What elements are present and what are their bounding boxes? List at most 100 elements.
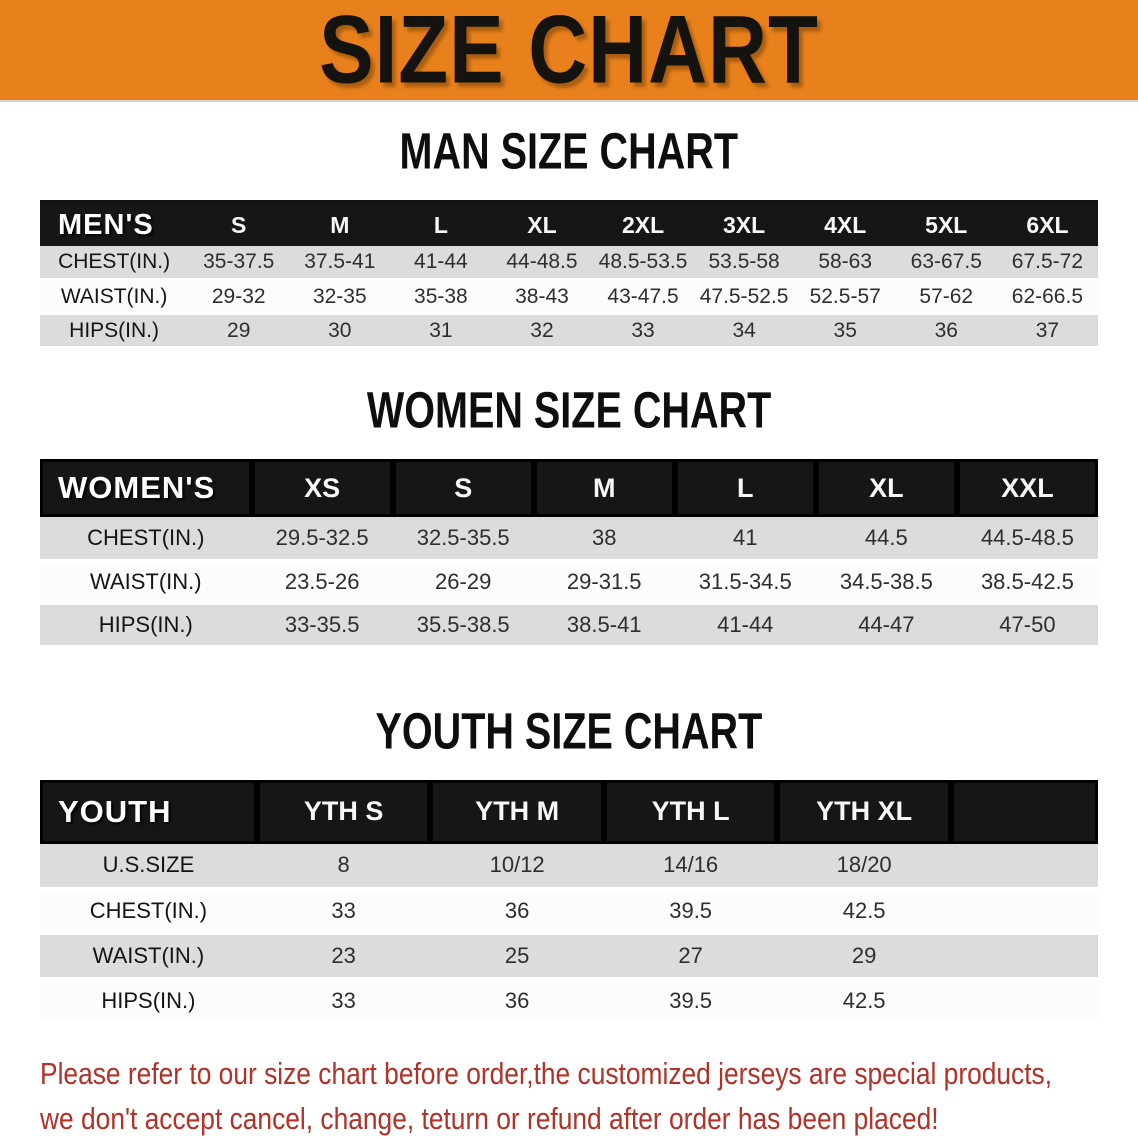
column-header: 6XL (996, 201, 1098, 246)
size-value: 33 (256, 978, 431, 1025)
row-label: CHEST(IN.) (40, 517, 252, 562)
table-row: WAIST(IN.) 23.5-26 26-29 29-31.5 31.5-34.5 34… (40, 560, 1098, 605)
table-row: HIPS(IN.) 29 30 31 32 33 34 35 36 37 (40, 313, 1098, 349)
size-value: 44.5-48.5 (956, 517, 1098, 562)
table-group-label: YOUTH (40, 779, 257, 844)
header-row: YOUTH YTH S YTH M YTH L YTH XL (40, 779, 1098, 844)
size-value: 43-47.5 (592, 279, 694, 315)
row-label: HIPS(IN.) (40, 978, 257, 1025)
column-header: L (390, 201, 492, 246)
size-value: 29-31.5 (533, 560, 675, 605)
row-label: HIPS(IN.) (40, 313, 189, 349)
size-value: 33-35.5 (251, 603, 393, 648)
man-section-heading-text: MAN SIZE CHART (399, 122, 739, 180)
youth-section-heading: YOUTH SIZE CHART (0, 701, 1138, 760)
size-value: 25 (430, 933, 604, 980)
column-header: YTH L (603, 779, 778, 844)
men-size-table: MEN'S S M L XL 2XL 3XL 4XL 5XL 6XL CHEST(IN.) 35-37… (40, 200, 1098, 349)
row-label: WAIST(IN.) (40, 560, 252, 605)
size-value: 35-37.5 (188, 245, 290, 281)
column-header: YTH S (256, 779, 431, 844)
table-row: HIPS(IN.) 33 36 39.5 42.5 (40, 978, 1098, 1025)
column-header: 4XL (794, 201, 896, 246)
column-header: XS (251, 459, 393, 517)
table-row: WAIST(IN.) 23 25 27 29 (40, 933, 1098, 980)
column-header: S (188, 201, 290, 246)
size-value: 67.5-72 (996, 245, 1098, 281)
column-header: S (392, 459, 534, 517)
size-value: 47.5-52.5 (693, 279, 795, 315)
size-value: 47-50 (956, 603, 1098, 648)
table-group-label: WOMEN'S (40, 459, 252, 517)
youth-section-heading-text: YOUTH SIZE CHART (375, 701, 763, 760)
size-value: 30 (289, 313, 391, 349)
size-value: 14/16 (603, 843, 778, 890)
disclaimer-line-1: Please refer to our size chart before or… (40, 1056, 1053, 1091)
table-row: CHEST(IN.) 35-37.5 37.5-41 41-44 44-48.5 48.5… (40, 245, 1098, 281)
size-value: 42.5 (777, 888, 951, 935)
filler-cell (950, 978, 1098, 1025)
header-row: MEN'S S M L XL 2XL 3XL 4XL 5XL 6XL (40, 201, 1098, 246)
row-label: WAIST(IN.) (40, 279, 189, 315)
column-header: 3XL (693, 201, 795, 246)
row-label: HIPS(IN.) (40, 603, 252, 648)
column-header: YTH XL (777, 779, 951, 844)
size-value: 62-66.5 (996, 279, 1098, 315)
size-value: 53.5-58 (693, 245, 795, 281)
column-header: 5XL (895, 201, 997, 246)
table-row: WAIST(IN.) 29-32 32-35 35-38 38-43 43-47.5 47.… (40, 279, 1098, 315)
size-value: 37 (996, 313, 1098, 349)
man-section-heading: MAN SIZE CHART (0, 122, 1138, 180)
size-value: 57-62 (895, 279, 997, 315)
women-section-heading-text: WOMEN SIZE CHART (366, 381, 772, 439)
row-label: CHEST(IN.) (40, 888, 257, 935)
column-header: 2XL (592, 201, 694, 246)
size-value: 32-35 (289, 279, 391, 315)
women-section-heading: WOMEN SIZE CHART (0, 381, 1138, 439)
size-value: 36 (430, 978, 604, 1025)
size-value: 29.5-32.5 (251, 517, 393, 562)
size-value: 10/12 (430, 843, 604, 890)
column-header: XL (815, 459, 957, 517)
size-value: 42.5 (777, 978, 951, 1025)
youth-size-table: YOUTH YTH S YTH M YTH L YTH XL U.S.SIZE 8 10/12… (40, 779, 1098, 1025)
size-value: 32.5-35.5 (392, 517, 534, 562)
size-value: 37.5-41 (289, 245, 391, 281)
size-value: 23 (256, 933, 431, 980)
size-value: 58-63 (794, 245, 896, 281)
size-value: 41-44 (390, 245, 492, 281)
size-value: 36 (430, 888, 604, 935)
row-label: CHEST(IN.) (40, 245, 189, 281)
size-value: 34 (693, 313, 795, 349)
table-row: HIPS(IN.) 33-35.5 35.5-38.5 38.5-41 41-44 44-… (40, 603, 1098, 648)
size-value: 39.5 (603, 888, 778, 935)
filler-cell (950, 888, 1098, 935)
size-value: 41 (674, 517, 816, 562)
size-value: 38.5-42.5 (956, 560, 1098, 605)
size-value: 29 (777, 933, 951, 980)
disclaimer-line-2: we don't accept cancel, change, teturn o… (40, 1101, 939, 1136)
table-row: U.S.SIZE 8 10/12 14/16 18/20 (40, 843, 1098, 890)
size-value: 39.5 (603, 978, 778, 1025)
size-value: 32 (491, 313, 593, 349)
column-header: YTH M (430, 779, 604, 844)
size-value: 33 (256, 888, 431, 935)
row-label: U.S.SIZE (40, 843, 257, 890)
size-value: 52.5-57 (794, 279, 896, 315)
table-row: CHEST(IN.) 33 36 39.5 42.5 (40, 888, 1098, 935)
size-value: 38-43 (491, 279, 593, 315)
size-value: 63-67.5 (895, 245, 997, 281)
column-header: M (533, 459, 675, 517)
size-chart-banner: SIZE CHART (0, 0, 1138, 104)
size-value: 34.5-38.5 (815, 560, 957, 605)
column-header: M (289, 201, 391, 246)
size-value: 35-38 (390, 279, 492, 315)
table-row: CHEST(IN.) 29.5-32.5 32.5-35.5 38 41 44.5 44.5… (40, 517, 1098, 562)
column-header: XL (491, 201, 593, 246)
size-value: 38 (533, 517, 675, 562)
column-header: XXL (956, 459, 1098, 517)
size-value: 38.5-41 (533, 603, 675, 648)
filler-cell (950, 933, 1098, 980)
banner-title: SIZE CHART (319, 0, 819, 104)
size-value: 31 (390, 313, 492, 349)
